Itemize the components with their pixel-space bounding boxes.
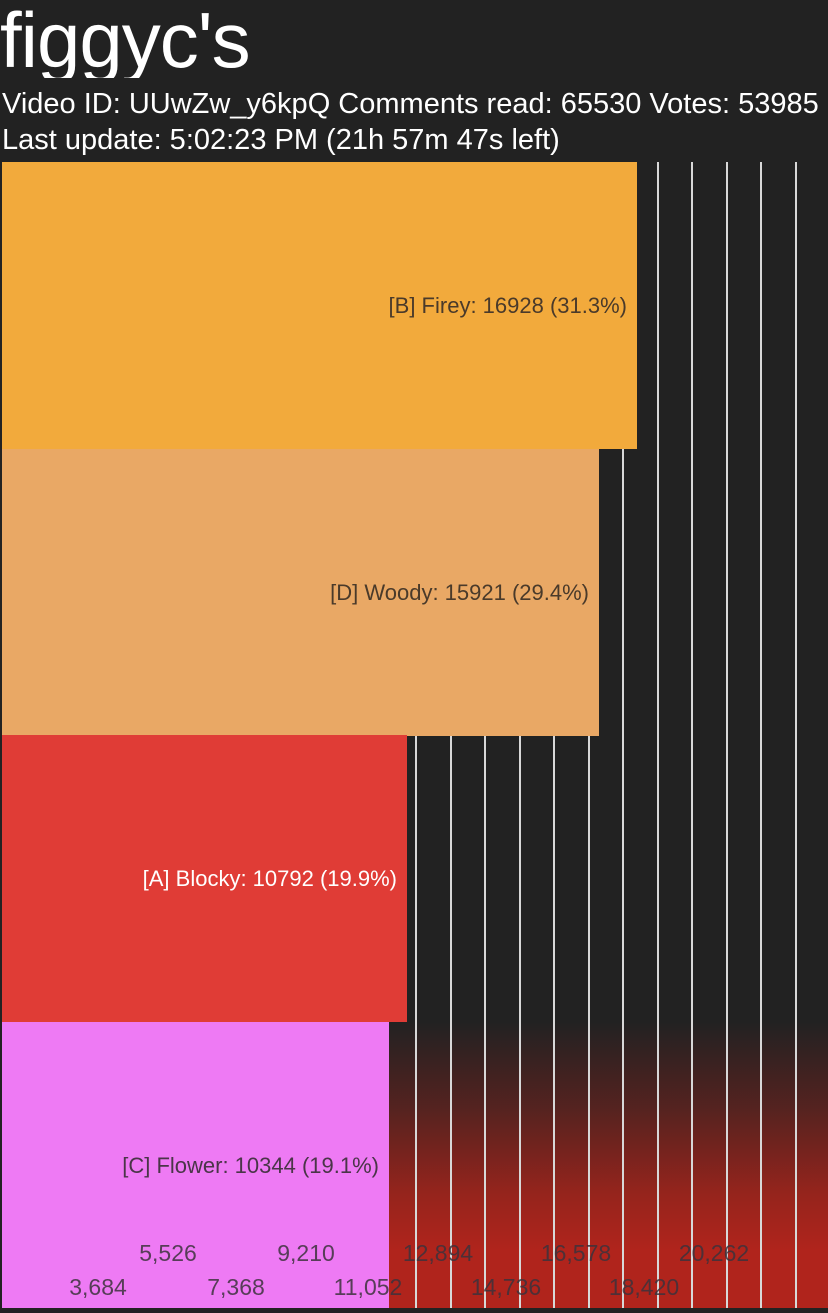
bar-label: [B] Firey: 16928 (31.3%) — [388, 292, 627, 318]
bar-woody: [D] Woody: 15921 (29.4%) — [2, 449, 599, 736]
gridline — [760, 162, 762, 1308]
gridline — [691, 162, 693, 1308]
bar-label: [C] Flower: 10344 (19.1%) — [122, 1152, 379, 1178]
x-tick-label: 7,368 — [207, 1274, 265, 1300]
x-tick-label: 14,736 — [470, 1274, 542, 1300]
bottom-edge — [0, 1308, 828, 1313]
x-tick-label: 12,894 — [402, 1240, 474, 1266]
gridline — [726, 162, 728, 1308]
bar-firey: [B] Firey: 16928 (31.3%) — [2, 162, 637, 449]
stats-line: Video ID: UUwZw_y6kpQ Comments read: 655… — [2, 88, 819, 156]
gridline — [622, 162, 624, 1308]
x-tick-label: 3,684 — [69, 1274, 127, 1300]
bar-label: [D] Woody: 15921 (29.4%) — [330, 579, 589, 605]
x-tick-label: 20,262 — [678, 1240, 750, 1266]
bar-chart: [B] Firey: 16928 (31.3%) [D] Woody: 15921… — [0, 162, 828, 1308]
gridline — [795, 162, 797, 1308]
x-tick-label: 16,578 — [540, 1240, 612, 1266]
bar-label: [A] Blocky: 10792 (19.9%) — [142, 865, 397, 891]
x-tick-label: 5,526 — [139, 1240, 197, 1266]
x-tick-label: 18,420 — [608, 1274, 680, 1300]
bar-flower: [C] Flower: 10344 (19.1%) — [2, 1022, 389, 1308]
x-tick-label: 11,052 — [333, 1274, 403, 1300]
page-title: figgyc's — [0, 0, 250, 78]
left-edge — [0, 162, 2, 1308]
header: figgyc's Video ID: UUwZw_y6kpQ Comments … — [0, 0, 828, 162]
gridline — [657, 162, 659, 1308]
bar-blocky: [A] Blocky: 10792 (19.9%) — [2, 735, 407, 1022]
x-tick-label: 9,210 — [277, 1240, 335, 1266]
